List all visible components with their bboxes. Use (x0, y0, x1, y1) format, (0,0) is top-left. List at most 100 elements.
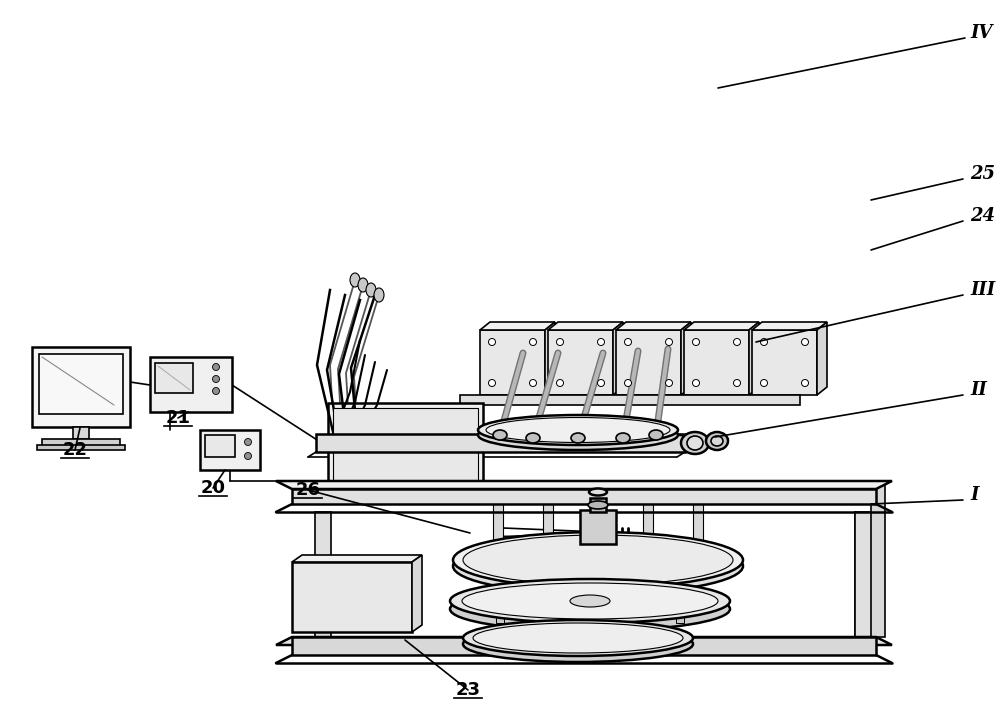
Bar (543, 481, 553, 574)
Ellipse shape (526, 433, 540, 443)
Polygon shape (749, 322, 759, 395)
Polygon shape (752, 322, 827, 330)
Bar (205, 435, 235, 457)
Bar (150, 357, 232, 412)
Polygon shape (276, 481, 892, 489)
Ellipse shape (462, 583, 718, 619)
Bar (855, 512, 877, 637)
Bar (684, 330, 749, 395)
Ellipse shape (616, 433, 630, 443)
Ellipse shape (463, 620, 693, 656)
Ellipse shape (450, 587, 730, 631)
Ellipse shape (692, 380, 700, 387)
Polygon shape (684, 322, 759, 330)
Polygon shape (548, 322, 623, 330)
Ellipse shape (530, 380, 536, 387)
Text: 24: 24 (970, 207, 995, 225)
Bar (73, 427, 89, 439)
Ellipse shape (761, 380, 768, 387)
Ellipse shape (453, 532, 743, 588)
Ellipse shape (556, 339, 564, 346)
Bar (200, 430, 260, 470)
Ellipse shape (488, 380, 496, 387)
Bar (460, 395, 800, 405)
Ellipse shape (463, 535, 733, 585)
Text: II: II (970, 381, 987, 399)
Text: 22: 22 (62, 441, 88, 459)
Ellipse shape (570, 595, 610, 607)
Ellipse shape (478, 420, 678, 450)
Polygon shape (292, 555, 422, 562)
Ellipse shape (589, 488, 607, 495)
Text: IV: IV (970, 24, 992, 42)
Ellipse shape (556, 380, 564, 387)
Text: III: III (970, 281, 995, 299)
Bar (37, 445, 125, 450)
Ellipse shape (666, 380, 672, 387)
Bar (315, 512, 331, 637)
Bar (42, 439, 120, 447)
Polygon shape (480, 322, 555, 330)
Text: 20: 20 (200, 479, 226, 497)
Ellipse shape (687, 436, 703, 450)
Ellipse shape (350, 273, 360, 287)
Polygon shape (681, 322, 691, 395)
Bar (593, 481, 603, 574)
Bar (333, 408, 478, 486)
Bar (752, 330, 817, 395)
Ellipse shape (212, 364, 220, 370)
Ellipse shape (488, 339, 496, 346)
Polygon shape (545, 322, 555, 395)
Text: I: I (970, 486, 978, 504)
Ellipse shape (478, 415, 678, 445)
Ellipse shape (571, 433, 585, 443)
Ellipse shape (681, 432, 709, 454)
Ellipse shape (598, 339, 604, 346)
Ellipse shape (493, 430, 507, 440)
Bar (546, 609, 554, 623)
Bar (328, 403, 483, 491)
Ellipse shape (706, 432, 728, 450)
Bar (693, 481, 703, 574)
Ellipse shape (649, 430, 663, 440)
Ellipse shape (588, 501, 608, 509)
Bar (155, 363, 193, 393)
Bar (616, 330, 681, 395)
Bar (871, 481, 885, 637)
Ellipse shape (473, 623, 683, 653)
Ellipse shape (486, 418, 670, 442)
Ellipse shape (692, 339, 700, 346)
Ellipse shape (358, 278, 368, 292)
Bar (588, 524, 608, 584)
Bar (580, 510, 616, 544)
Bar (32, 347, 130, 427)
Text: 25: 25 (970, 165, 995, 183)
Bar (518, 574, 678, 584)
Bar (493, 481, 503, 574)
Ellipse shape (761, 339, 768, 346)
Polygon shape (613, 322, 623, 395)
Polygon shape (817, 322, 827, 395)
Ellipse shape (734, 380, 740, 387)
Polygon shape (292, 489, 876, 504)
Bar (292, 562, 412, 632)
Text: 26: 26 (296, 481, 320, 499)
Bar (676, 609, 684, 623)
Ellipse shape (212, 375, 220, 383)
Ellipse shape (734, 339, 740, 346)
Ellipse shape (802, 339, 808, 346)
Polygon shape (412, 555, 422, 632)
Ellipse shape (598, 380, 604, 387)
Ellipse shape (666, 339, 672, 346)
Bar (480, 330, 545, 395)
Text: 21: 21 (166, 409, 190, 427)
Bar (626, 609, 634, 623)
Ellipse shape (530, 339, 536, 346)
Polygon shape (616, 322, 691, 330)
Bar (548, 330, 613, 395)
Ellipse shape (711, 436, 723, 446)
Ellipse shape (244, 439, 252, 446)
Ellipse shape (450, 579, 730, 623)
Ellipse shape (624, 339, 632, 346)
Ellipse shape (802, 380, 808, 387)
